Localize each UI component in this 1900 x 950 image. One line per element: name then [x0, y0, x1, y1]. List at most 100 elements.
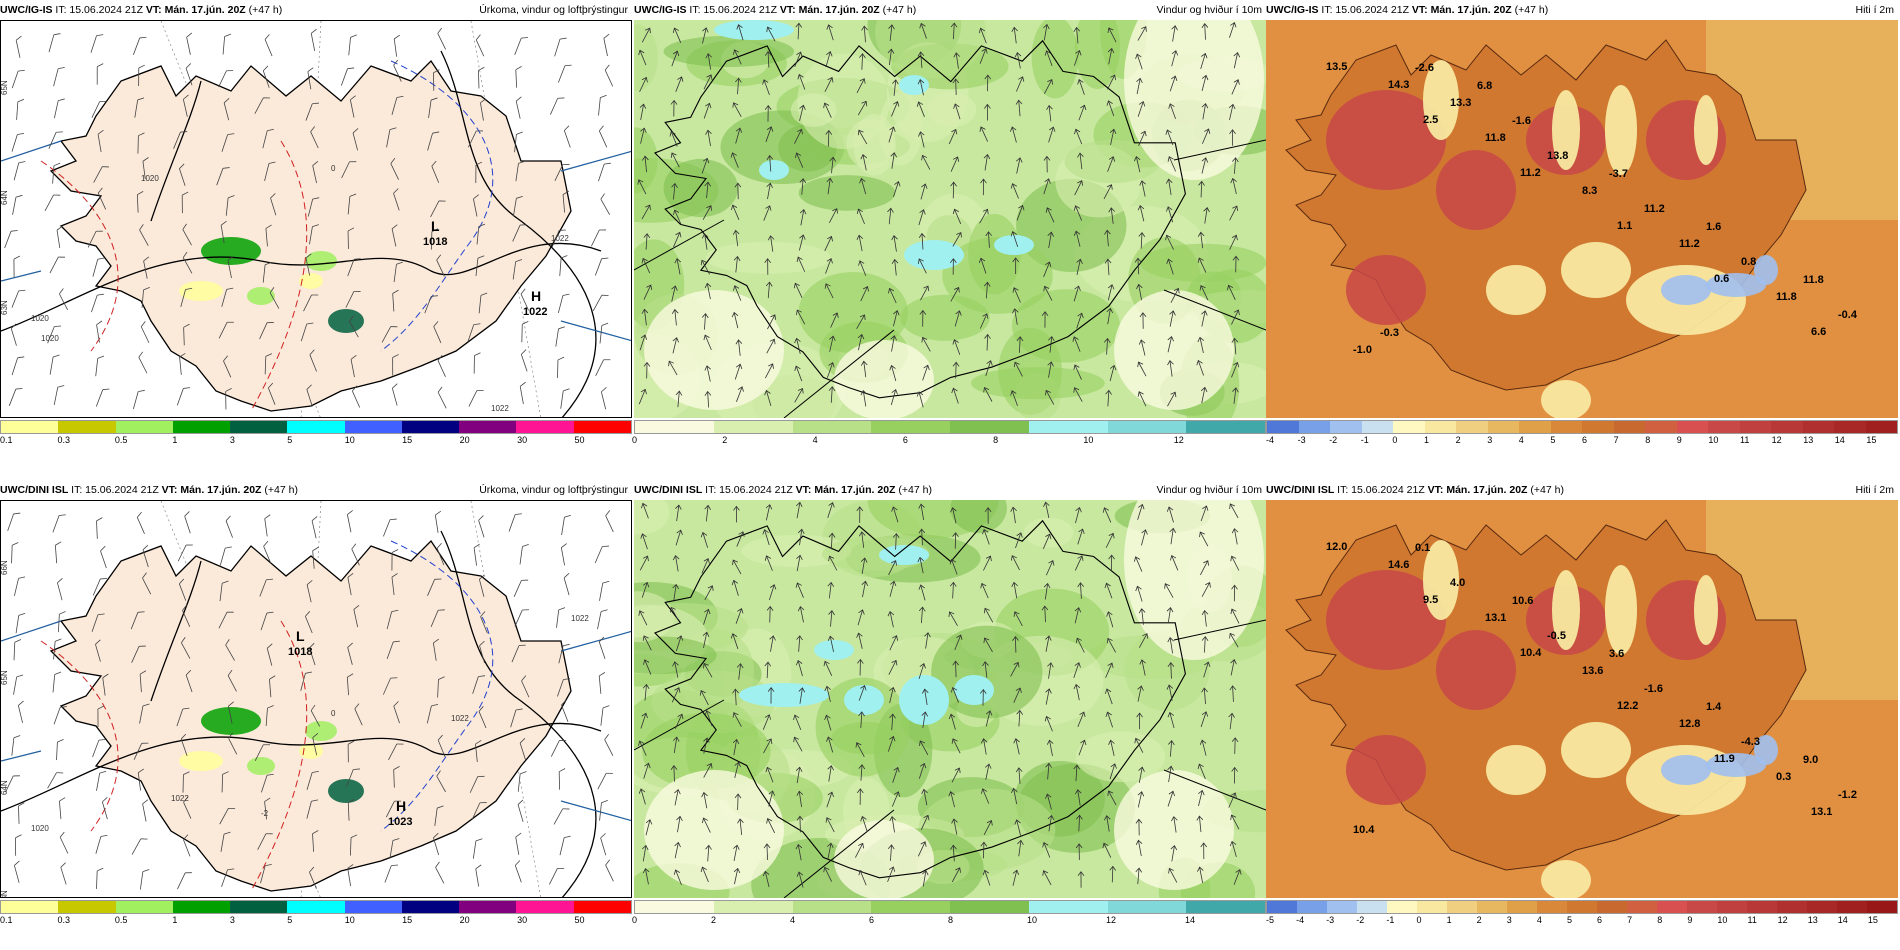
wind-arrow — [1075, 637, 1085, 653]
temp-value-label: 9.5 — [1423, 594, 1438, 606]
wind-arrow — [671, 50, 680, 67]
wind-arrow — [1231, 337, 1239, 355]
legend-label: 2 — [711, 915, 717, 925]
wind-barb — [434, 805, 444, 826]
wind-arrow — [1107, 47, 1115, 65]
wind-arrow — [1229, 632, 1239, 648]
wind-arrow — [1138, 130, 1147, 147]
wind-arrow — [731, 579, 739, 596]
wind-arrow — [860, 153, 867, 171]
wind-arrow — [767, 686, 775, 704]
wind-barb — [600, 193, 611, 215]
wind-map[interactable] — [634, 500, 1266, 898]
wind-barb — [598, 162, 611, 182]
wind-barb — [265, 224, 272, 247]
legend-label: 30 — [517, 435, 528, 445]
wind-arrow — [857, 658, 864, 676]
wind-arrow — [732, 229, 740, 247]
warm-area — [1326, 570, 1446, 670]
wind-arrow — [670, 765, 678, 782]
temp-map[interactable]: 13.5 2.5 11.2 1.1 0.6 6.6 14.3 11.8 8.3 11.2 11.8-… — [1266, 20, 1898, 418]
wind-barb — [345, 291, 361, 308]
wind-barb — [225, 639, 235, 661]
legend-bin — [1298, 421, 1330, 433]
wind-arrow — [856, 632, 863, 649]
wind-arrow — [1016, 76, 1025, 92]
wind-barb — [303, 294, 319, 312]
wind-arrow — [893, 181, 901, 197]
precip-map[interactable]: 66N 65N 64N 63N 1020 1022 1022 1022 0 -2 L 1018 H 102… — [0, 500, 632, 898]
wind-arrow — [858, 869, 867, 886]
legend-bin — [1361, 421, 1393, 433]
wind-arrow — [980, 178, 987, 196]
wind-barb — [478, 66, 485, 89]
wind-barb — [309, 349, 317, 372]
wind-barb — [300, 671, 313, 691]
wind-arrow — [730, 633, 739, 650]
wind-barb — [11, 542, 19, 564]
legend-bin — [1417, 901, 1447, 913]
wind-arrow — [1199, 739, 1207, 756]
wind-barb — [435, 861, 445, 884]
wind-arrow — [979, 208, 989, 224]
wind-arrow — [1047, 662, 1054, 679]
panel-r2-precip: UWC/DINI ISL IT: 15.06.2024 21Z VT: Mán.… — [0, 480, 632, 950]
wind-barb — [519, 738, 527, 761]
wind-map[interactable] — [634, 20, 1266, 418]
wind-arrow — [857, 100, 868, 116]
cool-area — [1694, 575, 1718, 645]
warm-area — [1436, 630, 1516, 710]
wind-barb — [11, 356, 25, 376]
wind-barb — [605, 510, 614, 533]
wind-arrow — [794, 51, 803, 68]
wind-arrow — [982, 869, 991, 886]
cold-area — [1661, 275, 1711, 305]
temp-value-label: -1.0 — [1353, 344, 1372, 356]
wind-barb — [262, 261, 272, 283]
legend-bin — [1107, 901, 1187, 913]
wind-arrow — [797, 528, 805, 546]
precip-map[interactable]: 65N 64N 63N 1020 1020 1022 1022 1020 0 L 1018 H 1022 — [0, 20, 632, 418]
legend-bin — [1807, 901, 1837, 913]
temp-value-label: 10.4 — [1353, 824, 1375, 836]
wind-arrow — [734, 793, 742, 811]
wind-arrow — [768, 790, 775, 807]
wind-arrow — [701, 791, 708, 809]
wind-arrow — [796, 256, 806, 272]
wind-speed-area — [705, 241, 831, 274]
wind-barb — [15, 35, 22, 58]
wind-arrow — [1230, 659, 1237, 676]
legend-bin — [516, 901, 574, 913]
legend-label: 8 — [993, 435, 999, 445]
temp-map[interactable]: 12.0 9.5 10.4 12.2 11.9 13.1 14.6 13.1 13.6 12.8 0… — [1266, 500, 1898, 898]
wind-arrow — [1078, 739, 1087, 756]
wind-arrow — [951, 867, 961, 883]
wind-arrow — [732, 712, 742, 727]
wind-barb — [263, 540, 271, 563]
wind-arrow — [797, 73, 806, 90]
wind-arrow — [1045, 762, 1052, 780]
wind-arrow — [1228, 792, 1237, 808]
panel-header: UWC/IG-IS IT: 15.06.2024 21Z VT: Mán. 17… — [1266, 0, 1898, 20]
wind-arrow — [769, 635, 776, 652]
wind-arrow — [764, 50, 772, 68]
wind-arrow — [1199, 284, 1209, 301]
wind-arrow — [1171, 25, 1178, 42]
wind-arrow — [638, 740, 647, 756]
wind-barb — [391, 383, 398, 406]
grid-line — [560, 320, 631, 342]
precip-legend-bins — [0, 420, 632, 434]
wind-arrow — [889, 713, 896, 731]
wind-arrow — [1136, 77, 1143, 95]
wind-arrow — [1200, 386, 1208, 404]
pressure-center-value: 1018 — [288, 646, 312, 658]
wind-arrow — [1109, 865, 1117, 883]
lead-time: (+47 h) — [1530, 484, 1564, 496]
wind-arrow — [1076, 312, 1084, 329]
wind-arrow — [1016, 157, 1023, 174]
wind-arrow — [734, 363, 743, 380]
wind-barb — [11, 69, 25, 89]
wind-arrow — [1201, 635, 1209, 653]
wind-arrow — [670, 606, 680, 622]
wind-arrow — [668, 360, 678, 376]
